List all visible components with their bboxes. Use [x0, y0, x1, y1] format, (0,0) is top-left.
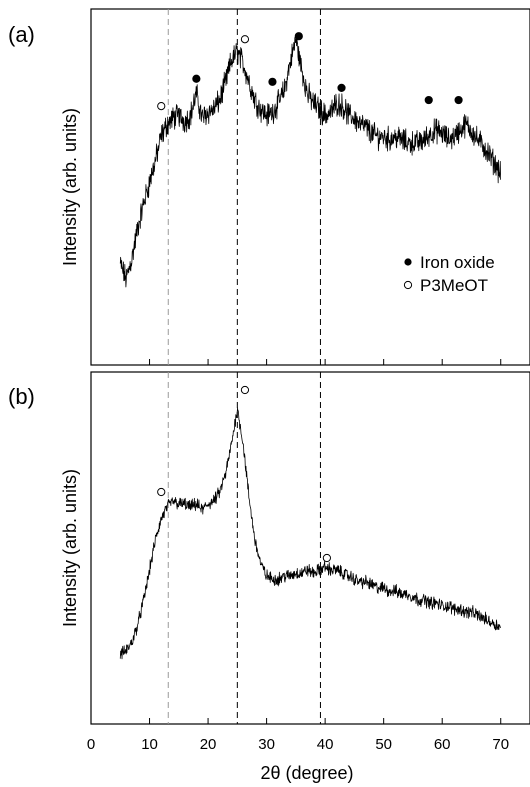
panel-a-ylabel: Intensity (arb. units): [60, 108, 80, 266]
traces: [119, 37, 502, 660]
legend-p3meot-label: P3MeOT: [420, 276, 488, 295]
x-tick-label-40: 40: [317, 736, 334, 753]
x-tick-label-10: 10: [141, 736, 158, 753]
iron-oxide-marker-a-2: [192, 74, 201, 83]
panel-a-frame: [90, 8, 530, 366]
legend-p3meot-marker: [403, 280, 413, 290]
x-tick-label-30: 30: [258, 736, 275, 753]
x-ticks: 0 10 20 30 40 50 60 70: [87, 359, 509, 753]
p3meot-marker-b-2: [240, 385, 250, 395]
p3meot-marker-b-3: [322, 553, 331, 563]
x-tick-label-20: 20: [200, 736, 217, 753]
p3meot-marker-a-3: [240, 35, 250, 44]
x-tick-label-50: 50: [375, 736, 392, 753]
iron-oxide-marker-a-5: [294, 32, 303, 41]
legend: Iron oxide P3MeOT: [403, 253, 495, 295]
panel-b-ylabel: Intensity (arb. units): [60, 469, 80, 627]
x-tick-label-0: 0: [87, 736, 95, 753]
panel-a-label: (a): [8, 22, 35, 47]
trace-panel-b: [119, 407, 501, 660]
panel-b-label: (b): [8, 384, 35, 409]
iron-oxide-marker-a-8: [454, 95, 463, 105]
iron-oxide-marker-a-6: [337, 83, 346, 92]
panel-b-frame: [90, 371, 530, 725]
reference-lines: [167, 9, 321, 724]
x-tick-label-70: 70: [492, 736, 509, 753]
p3meot-marker-b-1: [157, 487, 166, 497]
x-axis-title: 2θ (degree): [260, 763, 353, 783]
legend-iron-oxide-marker: [404, 258, 412, 266]
x-tick-label-60: 60: [434, 736, 451, 753]
peak-markers: [157, 32, 463, 563]
legend-iron-oxide-label: Iron oxide: [420, 253, 495, 272]
iron-oxide-marker-a-4: [268, 77, 277, 86]
trace-panel-a: [119, 37, 502, 288]
p3meot-marker-a-1: [157, 102, 166, 111]
iron-oxide-marker-a-7: [424, 95, 433, 105]
